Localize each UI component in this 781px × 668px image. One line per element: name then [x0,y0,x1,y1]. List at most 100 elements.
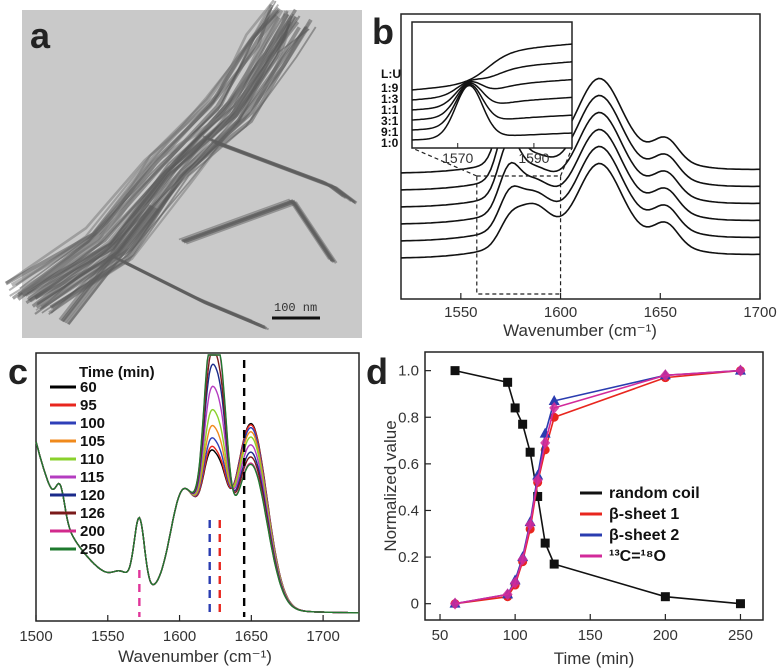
data-point-diamond [532,474,543,487]
series-line-square [454,369,741,605]
panel-a: a 100 nm [4,0,362,338]
data-point-diamond [517,553,528,566]
panel-d-frame [424,351,764,621]
inset-curve-9:1 [411,83,573,131]
panel-b-x-label: Wavenumber (cm⁻¹) [503,321,657,340]
spectrum-3:1 [400,128,760,225]
legend-label: β-sheet 1 [609,506,679,523]
panel-c-dashed-markers [138,360,246,617]
data-point-diamond [735,364,746,377]
x-tick-label: 1650 [644,304,677,321]
tem-fiber [178,198,330,260]
zoom-box [476,175,562,295]
data-point-square [510,403,520,413]
tem-fiber [61,205,154,323]
legend-label: 60 [80,379,97,396]
legend-label: ¹³C=¹⁸O [609,548,666,565]
tem-fiber [20,9,284,294]
data-point-diamond [540,436,551,449]
panel-b-spectra [400,77,760,259]
data-point-diamond [525,518,536,531]
data-point-square [540,538,550,548]
legend-label: 110 [80,451,104,468]
tem-fiber [124,261,266,329]
spectrum-1:0 [400,162,760,259]
data-point-square [525,447,535,457]
legend-label: β-sheet 2 [609,527,679,544]
legend-label: 115 [80,469,104,486]
panel-b: b 1550 1600 1650 1700 Wavenumber (cm⁻¹) L:U… [372,11,777,340]
panel-c-frame [35,352,360,622]
data-point-square [549,559,559,569]
data-point-square [503,377,513,387]
x-tick-label: 100 [503,627,528,644]
data-point-diamond [502,588,513,601]
x-tick-label: 1550 [444,304,477,321]
tem-fiber [185,201,338,264]
inset-ratio-label: 1:9 [381,81,399,95]
legend-label: random coil [609,485,700,502]
legend-label: 200 [80,523,105,540]
inset-x-tick-label: 1570 [442,150,473,166]
tem-fiber [206,137,347,199]
data-point-triangle [548,394,560,405]
inset-x-axis: 1570 1590 [442,143,550,166]
panel-b-dashed-box [411,147,573,295]
inset-ratio-labels: 1:91:31:13:19:11:0 [381,81,399,150]
x-tick-label: 1650 [235,628,268,645]
panel-d-legend: random coil β-sheet 1 β-sheet 2 ¹³C=¹⁸O [580,485,700,565]
panel-d: d 50 100 150 200 250 0 0.2 0.4 0.6 0.8 1.0 random … [366,351,764,668]
inset-title: L:U [381,67,401,81]
x-tick-label: 1500 [19,628,52,645]
y-tick-label: 0.4 [398,502,419,519]
inset-curve-1:1 [411,78,573,111]
spectrum-1:3 [400,94,760,191]
tem-fiber [26,12,286,295]
panel-c-spectra [35,354,360,614]
legend-label: 120 [80,487,105,504]
legend-label: 100 [80,415,105,432]
inset-curves [411,43,573,141]
panel-b-x-axis: 1550 1600 1650 1700 [444,293,777,321]
inset-curve-3:1 [411,82,573,121]
data-point-square [450,366,460,376]
data-point-square [735,599,745,609]
tem-fiber [4,6,281,286]
x-tick-label: 250 [728,627,753,644]
inset-ratio-label: 9:1 [381,125,399,139]
inset-curve-1:3 [411,61,573,101]
panel-d-label: d [366,351,388,392]
y-tick-label: 1.0 [398,363,419,380]
inset-ratio-label: 1:1 [381,103,399,117]
x-tick-label: 1550 [91,628,124,645]
spectrum-1:1 [400,111,760,208]
legend-label: 105 [80,433,105,450]
panel-c-x-axis: 1500 1550 1600 1650 1700 [19,615,340,645]
tem-fiber [58,203,152,321]
data-point-diamond [450,597,461,610]
data-point-diamond [660,369,671,382]
inset-curve-1:0 [411,84,573,141]
panel-c: c 1500 1550 1600 1650 1700 Time (min) 609510… [8,351,360,666]
scale-bar-label: 100 nm [274,301,317,315]
zoom-connector-right [560,147,573,177]
data-point-diamond [510,576,521,589]
data-point-square [518,419,528,429]
tem-fiber [63,206,156,324]
panel-c-x-label: Wavenumber (cm⁻¹) [118,647,272,666]
spectrum-250 [35,354,360,614]
y-tick-label: 0.8 [398,409,419,426]
tem-fiber [181,199,334,262]
inset-ratio-label: 3:1 [381,114,399,128]
legend-label: 95 [80,397,97,414]
x-tick-label: 1700 [306,628,339,645]
data-point-square [660,592,670,602]
y-tick-label: 0 [411,596,419,613]
panel-d-y-label: Normalized value [381,420,400,551]
series-line-diamond [454,369,741,605]
panel-d-series [449,364,746,610]
tem-fiber [68,209,160,325]
x-tick-label: 1600 [544,304,577,321]
tem-fiber [65,207,159,325]
